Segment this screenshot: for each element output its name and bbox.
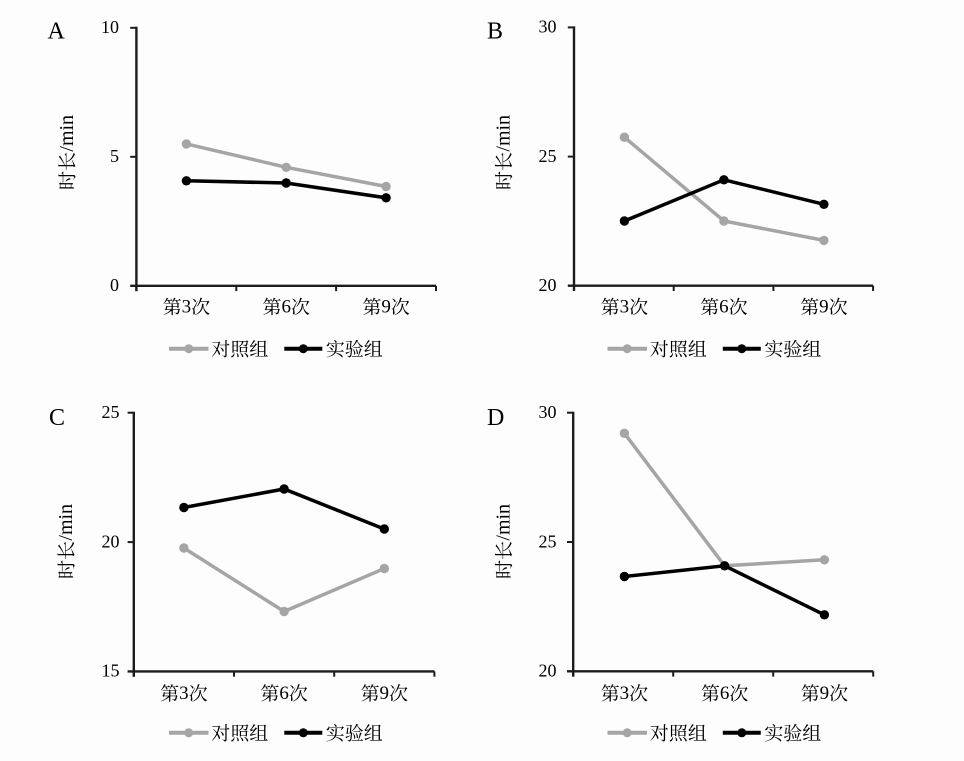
svg-text:3: 3 xyxy=(182,296,192,317)
svg-text:9: 9 xyxy=(820,683,830,704)
svg-text:3: 3 xyxy=(620,296,630,317)
svg-text:9: 9 xyxy=(381,296,391,317)
svg-text:A: A xyxy=(48,19,66,45)
svg-text:0: 0 xyxy=(110,275,119,295)
svg-text:6: 6 xyxy=(281,296,291,317)
svg-text:25: 25 xyxy=(102,402,120,422)
svg-text:D: D xyxy=(487,405,504,431)
svg-text:6: 6 xyxy=(279,683,289,704)
svg-text:9: 9 xyxy=(380,683,390,704)
svg-text:C: C xyxy=(49,405,65,431)
svg-text:6: 6 xyxy=(720,683,730,704)
svg-text:B: B xyxy=(487,19,503,45)
svg-text:30: 30 xyxy=(539,402,557,422)
svg-text:/min: /min xyxy=(56,115,78,152)
svg-text:20: 20 xyxy=(102,531,120,551)
svg-text:30: 30 xyxy=(539,17,557,37)
svg-text:3: 3 xyxy=(620,683,630,704)
svg-text:/min: /min xyxy=(493,504,515,541)
svg-text:5: 5 xyxy=(110,146,119,166)
svg-text:25: 25 xyxy=(539,531,557,551)
svg-text:/min: /min xyxy=(493,115,515,152)
svg-text:20: 20 xyxy=(539,661,557,681)
svg-text:9: 9 xyxy=(819,296,829,317)
svg-text:20: 20 xyxy=(539,275,557,295)
svg-text:25: 25 xyxy=(539,146,557,166)
svg-text:15: 15 xyxy=(102,661,120,681)
svg-text:/min: /min xyxy=(55,504,77,541)
svg-text:6: 6 xyxy=(719,296,729,317)
svg-text:10: 10 xyxy=(101,17,119,37)
svg-text:3: 3 xyxy=(179,683,189,704)
